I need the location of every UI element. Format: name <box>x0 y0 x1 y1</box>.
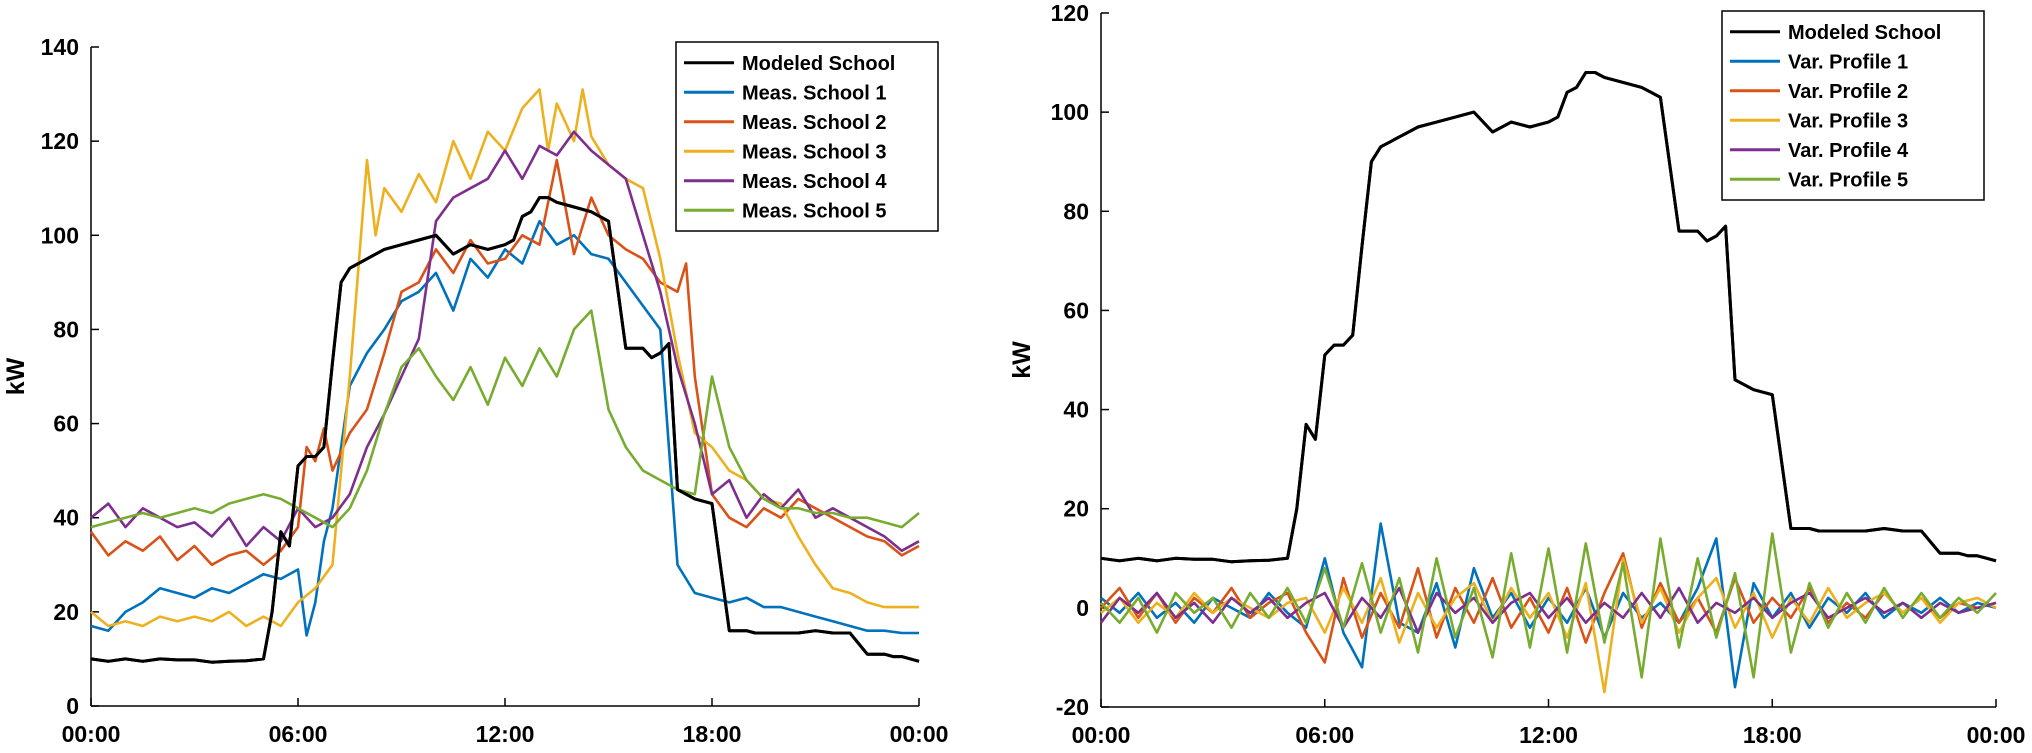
x-tick-label: 12:00 <box>1519 722 1578 748</box>
y-tick-label: 120 <box>1051 0 1089 26</box>
legend-label: Meas. School 1 <box>742 82 887 104</box>
legend-label: Var. Profile 2 <box>1788 81 1908 103</box>
y-tick-label: 40 <box>53 505 79 531</box>
series-line-var-profile-2 <box>1100 551 1997 664</box>
series-line-modeled-school-overlay <box>1100 71 1997 564</box>
y-tick-label: 20 <box>53 599 79 625</box>
y-axis-label: kW <box>1008 341 1036 379</box>
y-tick-label: 60 <box>53 411 79 437</box>
x-tick-label: 12:00 <box>476 721 535 747</box>
legend-label: Meas. School 4 <box>742 171 887 193</box>
y-tick-label: 40 <box>1063 397 1089 423</box>
series-line-meas-school-2 <box>89 158 920 567</box>
y-tick-label: 100 <box>41 222 79 248</box>
series-line-var-profile-4 <box>1099 586 1997 634</box>
y-axis-label: kW <box>2 357 30 395</box>
x-tick-label: 06:00 <box>1295 722 1354 748</box>
x-tick-label: 18:00 <box>1743 722 1802 748</box>
legend-label: Var. Profile 4 <box>1788 140 1909 162</box>
series-line-modeled-school <box>90 196 920 664</box>
chart-2: -20 0 20 40 60 80 100 120 00:00 06:00 12:00 18:00 00… <box>1008 0 2025 748</box>
y-tick-label: 0 <box>1076 595 1089 621</box>
x-tick-label: 00:00 <box>1967 722 2026 748</box>
x-tick-label: 06:00 <box>269 721 328 747</box>
y-tick-label: 60 <box>1063 297 1089 323</box>
legend-box <box>675 41 939 232</box>
y-tick-label: -20 <box>1056 694 1089 720</box>
legend-label: Meas. School 5 <box>742 200 887 222</box>
series-line-meas-school-1 <box>90 219 919 637</box>
legend-label: Var. Profile 3 <box>1788 110 1908 132</box>
legend-label: Modeled School <box>1788 22 1941 44</box>
y-tick-label: 80 <box>53 316 79 342</box>
x-tick-label: 18:00 <box>683 721 742 747</box>
chart-1: 0 20 40 60 80 100 120 140 00:00 06:00 12:00 18:00 00… <box>2 34 948 747</box>
series-line-var-profile-3 <box>1100 556 1997 694</box>
y-tick-label: 140 <box>41 34 79 60</box>
series-line-meas-school-5 <box>90 309 920 529</box>
y-tick-label: 80 <box>1063 198 1089 224</box>
series-line-var-profile-5 <box>1100 532 1997 679</box>
y-tick-label: 100 <box>1051 99 1089 125</box>
legend-label: Modeled School <box>742 53 895 75</box>
legend-label: Var. Profile 1 <box>1788 51 1908 73</box>
y-tick-label: 20 <box>1063 496 1089 522</box>
legend-label: Var. Profile 5 <box>1788 169 1908 191</box>
y-tick-label: 0 <box>66 693 79 719</box>
legend-label: Meas. School 2 <box>742 112 887 134</box>
legend: Modeled School Meas. School 1 Meas. School… <box>675 41 939 232</box>
legend: Modeled School Var. Profile 1 Var. Profile… <box>1721 10 1985 201</box>
legend-label: Meas. School 3 <box>742 141 887 163</box>
x-tick-label: 00:00 <box>62 721 121 747</box>
x-tick-label: 00:00 <box>1072 722 1131 748</box>
series-line-modeled-school-overlay <box>90 196 920 664</box>
x-tick-label: 00:00 <box>890 721 949 747</box>
y-tick-label: 120 <box>41 128 79 154</box>
legend-box <box>1721 10 1985 201</box>
